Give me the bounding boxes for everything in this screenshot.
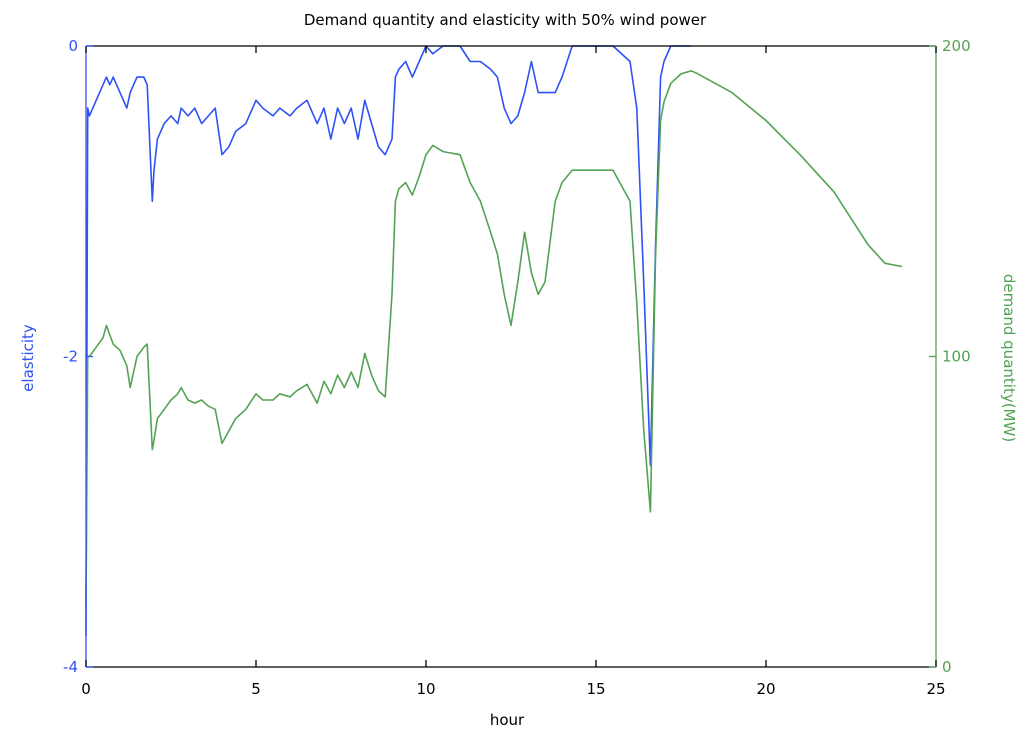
x-tick-label: 20: [756, 680, 775, 698]
x-tick-label: 5: [251, 680, 261, 698]
y-right-axis-label: demand quantity(MW): [1000, 274, 1016, 442]
plot-area: [86, 46, 936, 667]
series-layer: [85, 45, 903, 636]
x-tick-label: 0: [81, 680, 91, 698]
x-tick-label: 25: [926, 680, 945, 698]
x-ticks: 0 5 10 15 20 25: [81, 46, 946, 698]
y-right-ticks: 0 100 200: [929, 37, 971, 676]
y-right-tick-label: 200: [942, 37, 971, 55]
y-left-ticks: -4 -2 0: [63, 37, 93, 676]
y-right-tick-label: 0: [942, 658, 952, 676]
chart-title: Demand quantity and elasticity with 50% …: [304, 11, 707, 29]
y-right-tick-label: 100: [942, 348, 971, 366]
demand-series-line: [85, 70, 903, 605]
y-left-tick-label: -4: [63, 658, 78, 676]
x-axis-label: hour: [490, 711, 525, 729]
y-left-axis-label: elasticity: [19, 324, 37, 392]
y-left-tick-label: -2: [63, 348, 78, 366]
x-tick-label: 15: [586, 680, 605, 698]
elasticity-series-line: [85, 45, 692, 636]
x-tick-label: 10: [416, 680, 435, 698]
y-left-tick-label: 0: [68, 37, 78, 55]
